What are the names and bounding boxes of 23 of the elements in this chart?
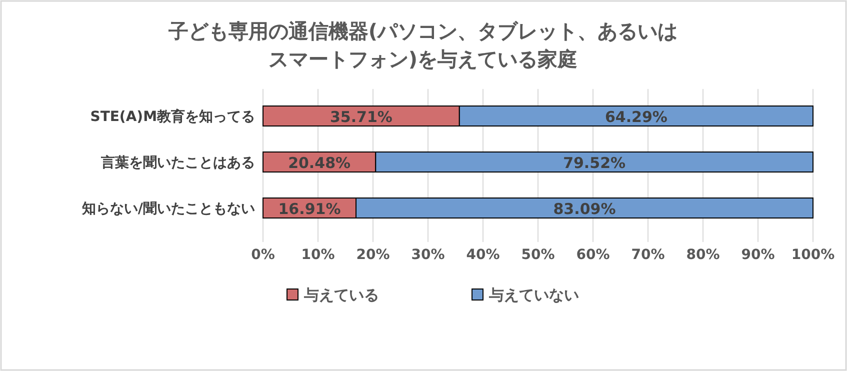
x-tick-label: 0%	[251, 247, 275, 263]
y-tick-label: STE(A)M教育を知ってる	[90, 108, 255, 125]
x-tick-label: 90%	[741, 247, 775, 263]
data-label: 20.48%	[288, 154, 351, 172]
y-tick-label: 知らない/聞いたこともない	[80, 201, 255, 217]
data-label: 79.52%	[563, 154, 626, 172]
legend-label: 与えていない	[488, 286, 579, 304]
data-label: 83.09%	[553, 200, 616, 218]
x-tick-label: 100%	[791, 247, 835, 263]
x-tick-label: 10%	[301, 247, 335, 263]
chart-title: 子ども専用の通信機器(パソコン、タブレット、あるいはスマートフォン)を与えている家庭	[167, 19, 678, 71]
y-tick-label: 言葉を聞いたことはある	[100, 154, 255, 171]
x-tick-label: 80%	[686, 247, 720, 263]
x-tick-label: 40%	[466, 247, 500, 263]
x-tick-label: 30%	[411, 247, 445, 263]
x-tick-label: 70%	[631, 247, 665, 263]
x-tick-label: 60%	[576, 247, 610, 263]
data-label: 16.91%	[278, 200, 341, 218]
x-tick-label: 50%	[521, 247, 555, 263]
data-label: 64.29%	[604, 108, 668, 126]
x-tick-label: 20%	[356, 247, 390, 263]
data-label: 35.71%	[330, 108, 392, 126]
legend-label: 与えている	[303, 286, 379, 304]
